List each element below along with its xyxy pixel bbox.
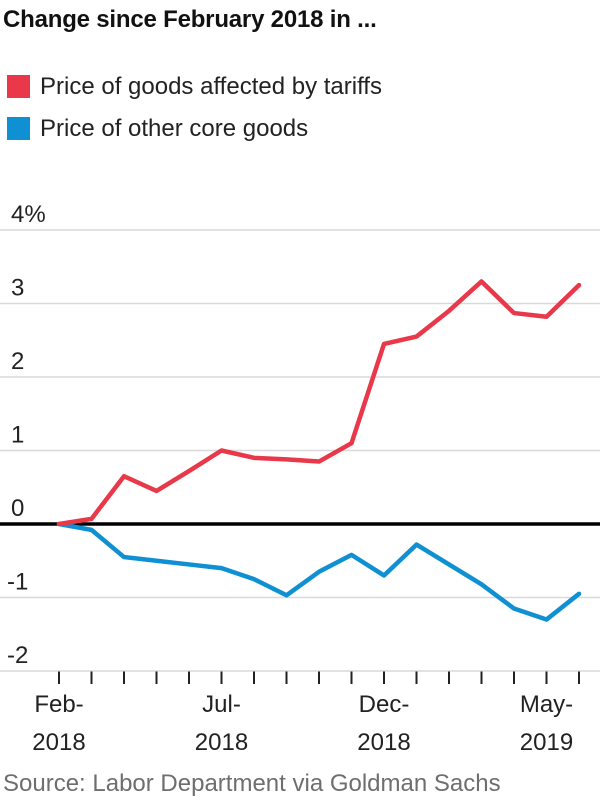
y-axis-label: -1: [7, 569, 28, 596]
y-axis-label: 1: [11, 422, 24, 449]
legend-item-tariff-goods: Price of goods affected by tariffs: [7, 72, 382, 100]
x-axis-label: Dec-: [359, 691, 410, 718]
y-axis-label: 2: [11, 348, 24, 375]
x-axis-label: Feb-: [34, 691, 83, 718]
y-axis-label: 3: [11, 275, 24, 302]
y-axis-label: 4%: [11, 201, 46, 228]
source-note: Source: Labor Department via Goldman Sac…: [3, 770, 501, 797]
legend: Price of goods affected by tariffs Price…: [7, 72, 382, 159]
x-axis-label: 2019: [520, 729, 573, 756]
x-axis-label: Jul-: [202, 691, 241, 718]
legend-label: Price of goods affected by tariffs: [40, 72, 382, 100]
legend-swatch-red: [7, 75, 30, 98]
chart-title: Change since February 2018 in ...: [3, 6, 377, 33]
series-line-price-of-goods-affected-by-tariffs: [56, 279, 582, 527]
x-axis-label: 2018: [32, 729, 85, 756]
legend-swatch-blue: [7, 117, 30, 140]
y-axis-label: -2: [7, 642, 28, 669]
series-line-price-of-other-core-goods: [56, 521, 582, 622]
x-axis-label: 2018: [357, 729, 410, 756]
y-axis-label: 0: [11, 495, 24, 522]
legend-label: Price of other core goods: [40, 114, 309, 142]
x-axis-label: May-: [520, 691, 573, 718]
legend-item-other-core-goods: Price of other core goods: [7, 114, 382, 142]
x-axis-label: 2018: [195, 729, 248, 756]
